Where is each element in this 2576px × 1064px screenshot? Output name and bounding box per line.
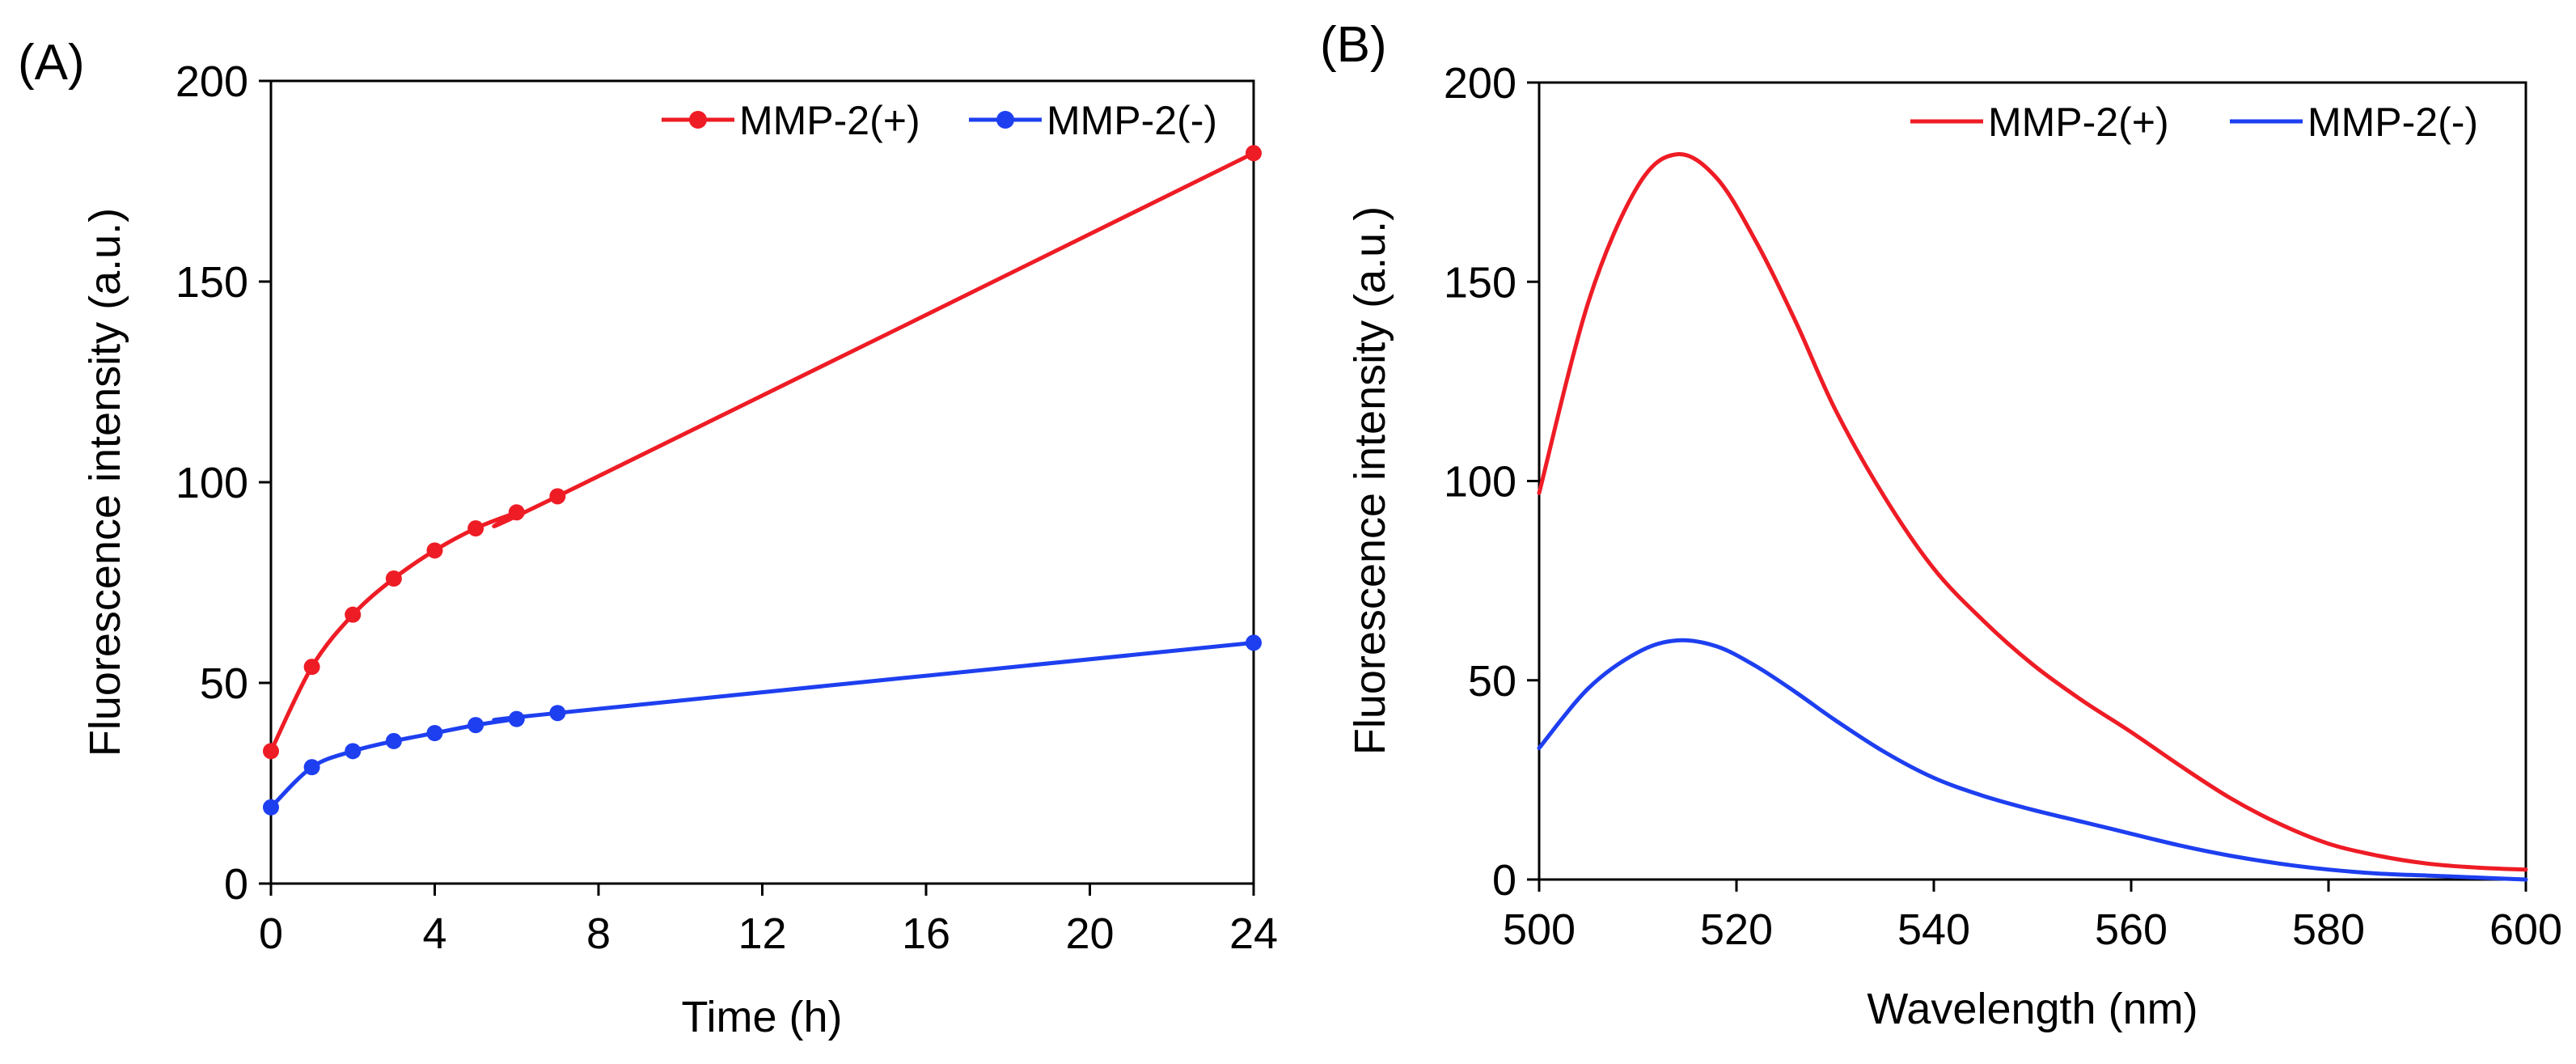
- panel-a-data-point-mmp-2-minus-4: [426, 725, 443, 741]
- panel-b-x-tick-label-500: 500: [1503, 905, 1576, 954]
- panel-a-y-axis-title: Fluorescence intensity (a.u.): [81, 208, 129, 757]
- panel-b-legend: MMP-2(+) MMP-2(-): [1910, 100, 2478, 145]
- panel-a-data-point-mmp-2-plus-1: [303, 659, 320, 676]
- panel-b-y-axis-title: Fluorescence intensity (a.u.): [1346, 206, 1394, 755]
- panel-b-series-line-mmp-2-minus: [1537, 638, 2528, 882]
- panel-b-legend-entry-mmp2-minus: MMP-2(-): [2230, 100, 2478, 145]
- panel-b-x-tick-label-600: 600: [2489, 905, 2562, 954]
- panel-a-data-point-mmp-2-minus-6: [508, 710, 525, 727]
- panel-a-x-tick-label-24: 24: [1229, 909, 1278, 958]
- panel-a-data-point-mmp-2-plus-6: [508, 504, 525, 521]
- panel-a: (A) 0 50 100 150 200 0 4 8 12 16 20 24 Time (h) Fl…: [18, 35, 1278, 1041]
- panel-a-x-tick-label-16: 16: [902, 909, 950, 958]
- panel-b-plot-frame: [1538, 81, 2527, 881]
- panel-a-data-point-mmp-2-plus-7: [549, 488, 566, 505]
- panel-a-data-point-mmp-2-minus-24: [1246, 634, 1262, 651]
- panel-a-data-point-mmp-2-plus-4: [426, 542, 443, 559]
- panel-a-legend-entry-mmp2-plus: MMP-2(+): [662, 98, 920, 143]
- panel-b-y-tick-label-50: 50: [1468, 657, 1516, 706]
- panel-b-legend-label-mmp2-plus: MMP-2(+): [1988, 100, 2169, 145]
- panel-a-y-tick-label-100: 100: [176, 459, 248, 507]
- panel-a-data-point-mmp-2-plus-5: [467, 520, 484, 537]
- panel-b-x-tick-label-540: 540: [1897, 905, 1970, 954]
- panel-a-y-tick-label-150: 150: [176, 258, 248, 307]
- panel-a-data-point-mmp-2-plus-24: [1246, 145, 1262, 162]
- panel-b-legend-label-mmp2-minus: MMP-2(-): [2307, 100, 2478, 145]
- panel-a-label: (A): [18, 35, 85, 91]
- panel-b-y-tick-label-200: 200: [1444, 59, 1516, 108]
- panel-a-series-line-mmp-2-minus: [269, 640, 1256, 810]
- panel-b-x-axis: 500 520 540 560 580 600: [1503, 880, 2562, 954]
- panel-a-y-tick-label-0: 0: [224, 860, 248, 909]
- panel-b-y-axis: 0 50 100 150 200: [1444, 59, 1539, 905]
- panel-b-x-tick-label-520: 520: [1700, 905, 1773, 954]
- panel-a-plot-frame: [269, 79, 1255, 885]
- panel-a-data-point-mmp-2-plus-2: [345, 606, 362, 623]
- panel-b-series: [1537, 152, 2528, 882]
- panel-a-legend-label-mmp2-minus: MMP-2(-): [1047, 98, 1217, 143]
- panel-a-data-point-mmp-2-minus-7: [549, 705, 566, 722]
- panel-a-legend: MMP-2(+) MMP-2(-): [662, 98, 1217, 143]
- panel-a-x-tick-label-20: 20: [1065, 909, 1114, 958]
- panel-a-data-point-mmp-2-minus-2: [345, 743, 362, 760]
- panel-a-y-axis: 0 50 100 150 200: [176, 57, 271, 909]
- panel-b: (B) 0 50 100 150 200 500 520 540 560 580 600 Wave…: [1320, 17, 2562, 1033]
- panel-a-y-tick-label-200: 200: [176, 57, 248, 106]
- panel-a-legend-marker-mmp2-plus: [689, 111, 707, 129]
- panel-a-legend-marker-mmp2-minus: [996, 111, 1014, 129]
- panel-a-x-axis-title: Time (h): [682, 993, 843, 1041]
- panel-a-legend-label-mmp2-plus: MMP-2(+): [739, 98, 920, 143]
- panel-b-y-tick-label-0: 0: [1492, 856, 1516, 905]
- panel-b-x-axis-title: Wavelength (nm): [1867, 985, 2197, 1033]
- panel-a-data-point-mmp-2-minus-0: [263, 799, 279, 816]
- panel-a-data-point-mmp-2-minus-1: [303, 759, 320, 776]
- panel-a-data-point-mmp-2-plus-3: [385, 570, 402, 587]
- panel-b-label: (B): [1320, 17, 1387, 73]
- panel-a-x-axis: 0 4 8 12 16 20 24: [259, 884, 1278, 958]
- panel-a-x-tick-label-8: 8: [586, 909, 611, 958]
- panel-a-data-point-mmp-2-minus-5: [467, 717, 484, 734]
- panel-a-series: [263, 145, 1262, 816]
- panel-b-y-tick-label-150: 150: [1444, 258, 1516, 307]
- panel-a-series-line-mmp-2-plus: [269, 150, 1256, 753]
- panel-a-data-point-mmp-2-minus-3: [385, 732, 402, 749]
- panel-b-legend-entry-mmp2-plus: MMP-2(+): [1910, 100, 2169, 145]
- panel-b-y-tick-label-100: 100: [1444, 458, 1516, 507]
- panel-b-x-tick-label-580: 580: [2292, 905, 2365, 954]
- panel-a-x-tick-label-0: 0: [259, 909, 283, 958]
- panel-a-data-point-mmp-2-plus-0: [263, 743, 279, 760]
- panel-a-legend-entry-mmp2-minus: MMP-2(-): [969, 98, 1217, 143]
- panel-a-x-tick-label-4: 4: [422, 909, 446, 958]
- panel-a-y-tick-label-50: 50: [200, 659, 248, 708]
- panel-b-x-tick-label-560: 560: [2095, 905, 2168, 954]
- panel-b-series-line-mmp-2-plus: [1537, 152, 2528, 872]
- panel-a-x-tick-label-12: 12: [738, 909, 786, 958]
